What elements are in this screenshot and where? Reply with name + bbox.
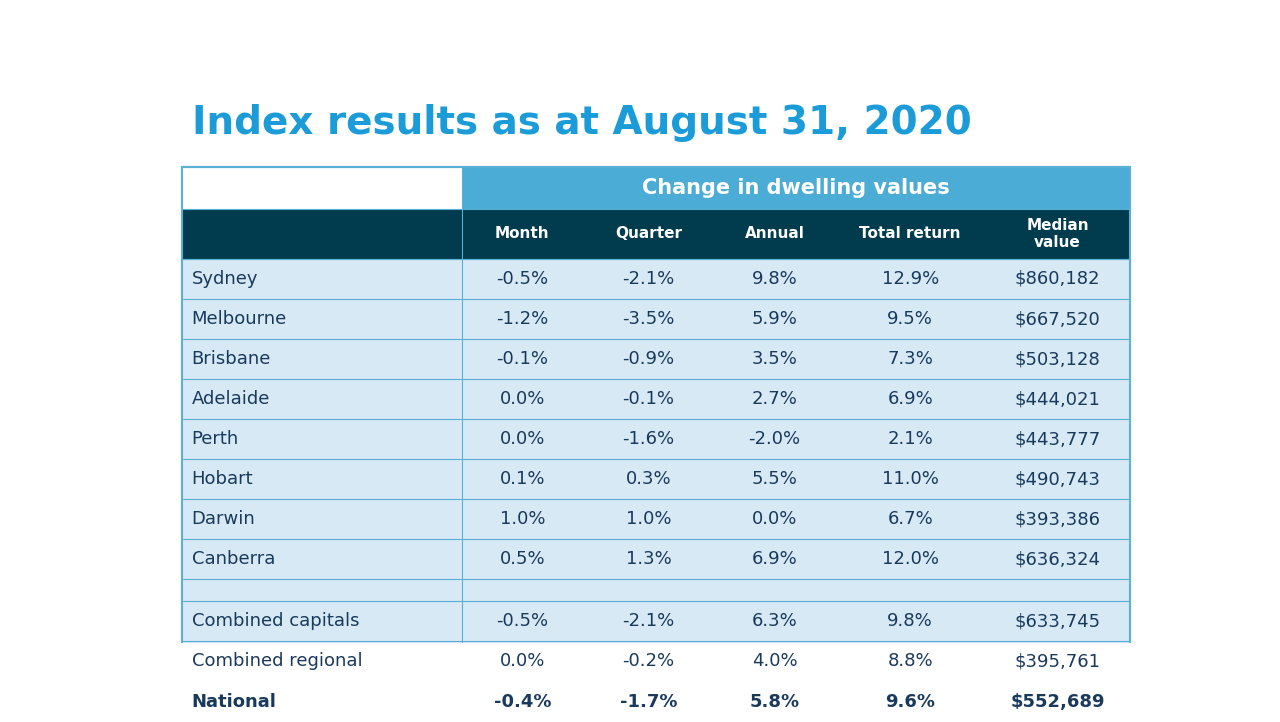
Text: -3.5%: -3.5% [622,310,675,328]
Text: -0.9%: -0.9% [622,350,675,368]
Bar [462,209,582,259]
Bar [182,601,1130,641]
Text: $444,021: $444,021 [1015,390,1101,408]
Text: Month: Month [495,227,549,241]
Text: 12.0%: 12.0% [882,550,938,568]
Text: 1.3%: 1.3% [626,550,671,568]
Text: -1.2%: -1.2% [497,310,548,328]
Text: 8.8%: 8.8% [887,653,933,671]
Text: -0.4%: -0.4% [494,692,550,710]
Text: 5.8%: 5.8% [750,692,800,710]
Text: 6.9%: 6.9% [887,390,933,408]
Text: 9.6%: 9.6% [886,692,936,710]
Text: Change in dwelling values: Change in dwelling values [643,178,950,198]
Bar [714,209,836,259]
Text: -2.1%: -2.1% [622,612,675,630]
Text: 6.3%: 6.3% [751,612,797,630]
Text: 3.5%: 3.5% [751,350,797,368]
Text: 0.3%: 0.3% [626,470,671,488]
Text: 9.8%: 9.8% [887,612,933,630]
Text: $667,520: $667,520 [1015,310,1101,328]
Text: 7.3%: 7.3% [887,350,933,368]
Bar [182,419,1130,459]
Bar [182,499,1130,539]
Text: $860,182: $860,182 [1015,270,1101,288]
Text: 6.9%: 6.9% [751,550,797,568]
Text: 0.0%: 0.0% [499,430,545,448]
Text: $552,689: $552,689 [1010,692,1105,710]
Text: 0.0%: 0.0% [499,653,545,671]
Text: $636,324: $636,324 [1015,550,1101,568]
Text: Combined regional: Combined regional [192,653,362,671]
Bar [182,168,462,209]
Text: Adelaide: Adelaide [192,390,270,408]
Text: Annual: Annual [745,227,805,241]
Bar [986,209,1130,259]
Text: -0.5%: -0.5% [497,612,548,630]
Text: $633,745: $633,745 [1015,612,1101,630]
Bar [182,579,1130,601]
Bar [182,209,462,259]
Text: 9.8%: 9.8% [751,270,797,288]
Text: Sydney: Sydney [192,270,259,288]
Text: Hobart: Hobart [192,470,253,488]
Bar [182,641,1130,682]
Text: Combined capitals: Combined capitals [192,612,360,630]
Bar [182,339,1130,379]
Text: 2.7%: 2.7% [751,390,797,408]
Text: Median
value: Median value [1027,218,1089,250]
Text: 0.0%: 0.0% [499,390,545,408]
Text: 1.0%: 1.0% [626,510,671,529]
Text: -0.5%: -0.5% [497,270,548,288]
Bar [582,209,714,259]
Text: 12.9%: 12.9% [882,270,938,288]
Text: 6.7%: 6.7% [887,510,933,529]
Bar [182,379,1130,419]
Bar [182,539,1130,579]
Text: $503,128: $503,128 [1015,350,1101,368]
Text: Total return: Total return [859,227,961,241]
Text: 0.0%: 0.0% [751,510,797,529]
Text: Melbourne: Melbourne [192,310,287,328]
Text: $443,777: $443,777 [1015,430,1101,448]
Bar [182,259,1130,299]
Text: -0.1%: -0.1% [497,350,548,368]
Bar [182,299,1130,339]
Text: -0.2%: -0.2% [622,653,675,671]
Bar [836,209,986,259]
Text: Index results as at August 31, 2020: Index results as at August 31, 2020 [192,104,972,142]
Text: 4.0%: 4.0% [751,653,797,671]
Text: $395,761: $395,761 [1015,653,1101,671]
Text: -1.6%: -1.6% [622,430,675,448]
Bar [182,682,1130,721]
Text: -2.0%: -2.0% [749,430,800,448]
Text: 0.1%: 0.1% [499,470,545,488]
Text: $490,743: $490,743 [1015,470,1101,488]
Text: 11.0%: 11.0% [882,470,938,488]
Text: Quarter: Quarter [614,227,682,241]
Text: Brisbane: Brisbane [192,350,271,368]
Text: Canberra: Canberra [192,550,275,568]
Text: 2.1%: 2.1% [887,430,933,448]
Text: 1.0%: 1.0% [499,510,545,529]
Text: -0.1%: -0.1% [622,390,675,408]
Text: 9.5%: 9.5% [887,310,933,328]
Text: Darwin: Darwin [192,510,256,529]
Text: -2.1%: -2.1% [622,270,675,288]
Text: 5.5%: 5.5% [751,470,797,488]
Bar [182,459,1130,499]
Text: Perth: Perth [192,430,239,448]
Text: 5.9%: 5.9% [751,310,797,328]
Text: 0.5%: 0.5% [499,550,545,568]
Text: National: National [192,692,276,710]
Text: -1.7%: -1.7% [620,692,677,710]
Text: $393,386: $393,386 [1015,510,1101,529]
Bar [462,168,1130,209]
